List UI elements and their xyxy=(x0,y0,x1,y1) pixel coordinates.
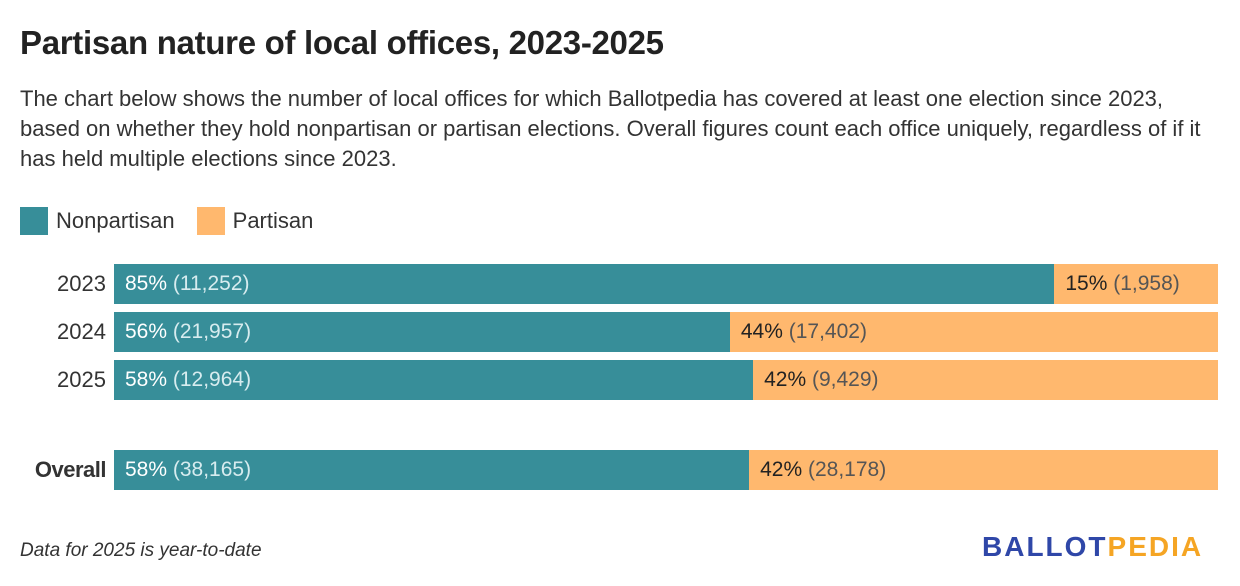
bar-segment-nonpartisan: 58% (38,165) xyxy=(114,450,750,490)
category-label: 2025 xyxy=(57,367,106,392)
bar-segment-partisan: 44% (17,402) xyxy=(729,312,1218,352)
bar-segment-nonpartisan: 85% (11,252) xyxy=(114,264,1055,304)
legend-label-nonpartisan: Nonpartisan xyxy=(56,208,175,233)
bar-segment-nonpartisan: 56% (21,957) xyxy=(114,312,730,352)
data-label-count: (28,178) xyxy=(807,458,887,481)
bar-segment-partisan: 42% (9,429) xyxy=(753,360,1218,400)
data-label-percent: 85% xyxy=(125,272,173,295)
data-label-percent: 56% xyxy=(125,320,173,343)
data-label-count: (17,402) xyxy=(788,320,867,343)
legend-swatch-nonpartisan xyxy=(20,207,48,235)
data-label-count: (12,964) xyxy=(172,368,252,391)
data-label-percent: 58% xyxy=(125,458,173,481)
category-label: 2023 xyxy=(57,271,106,296)
legend-item-partisan: Partisan xyxy=(196,207,314,235)
data-label-percent: 58% xyxy=(125,368,173,391)
legend-item-nonpartisan: Nonpartisan xyxy=(20,207,175,235)
ballotpedia-logo: BALLOTPEDIA xyxy=(982,531,1204,562)
data-label-percent: 42% xyxy=(760,458,808,481)
data-label-count: (21,957) xyxy=(172,320,252,343)
data-label-percent: 44% xyxy=(740,320,789,343)
bar-segment-nonpartisan: 58% (12,964) xyxy=(114,360,754,400)
legend-label-partisan: Partisan xyxy=(232,208,314,233)
legend: Nonpartisan Partisan xyxy=(20,207,335,235)
data-label-count: (9,429) xyxy=(812,368,879,391)
footnote: Data for 2025 is year-to-date xyxy=(20,540,262,561)
bar-segment-partisan: 42% (28,178) xyxy=(749,450,1218,490)
bar-row-2023: 2023 85% (11,252) 15% (1,958) xyxy=(0,264,1240,304)
legend-swatch-partisan xyxy=(196,207,225,235)
chart-subtitle: The chart below shows the number of loca… xyxy=(20,86,1201,171)
data-label-count: (38,165) xyxy=(172,458,252,481)
data-label-percent: 42% xyxy=(764,368,812,391)
category-label: 2024 xyxy=(57,319,106,344)
bar-row-2024: 2024 56% (21,957) 44% (17,402) xyxy=(0,312,1240,352)
bar-row-2025: 2025 58% (12,964) 42% (9,429) xyxy=(0,360,1240,400)
data-label-count: (1,958) xyxy=(1113,272,1180,295)
bar-segment-partisan: 15% (1,958) xyxy=(1054,264,1218,304)
data-label-percent: 15% xyxy=(1065,272,1114,295)
bar-row-overall: Overall 58% (38,165) 42% (28,178) xyxy=(0,450,1240,490)
data-label-count: (11,252) xyxy=(172,272,250,295)
category-label: Overall xyxy=(34,457,107,482)
chart-title: Partisan nature of local offices, 2023-2… xyxy=(20,24,664,61)
